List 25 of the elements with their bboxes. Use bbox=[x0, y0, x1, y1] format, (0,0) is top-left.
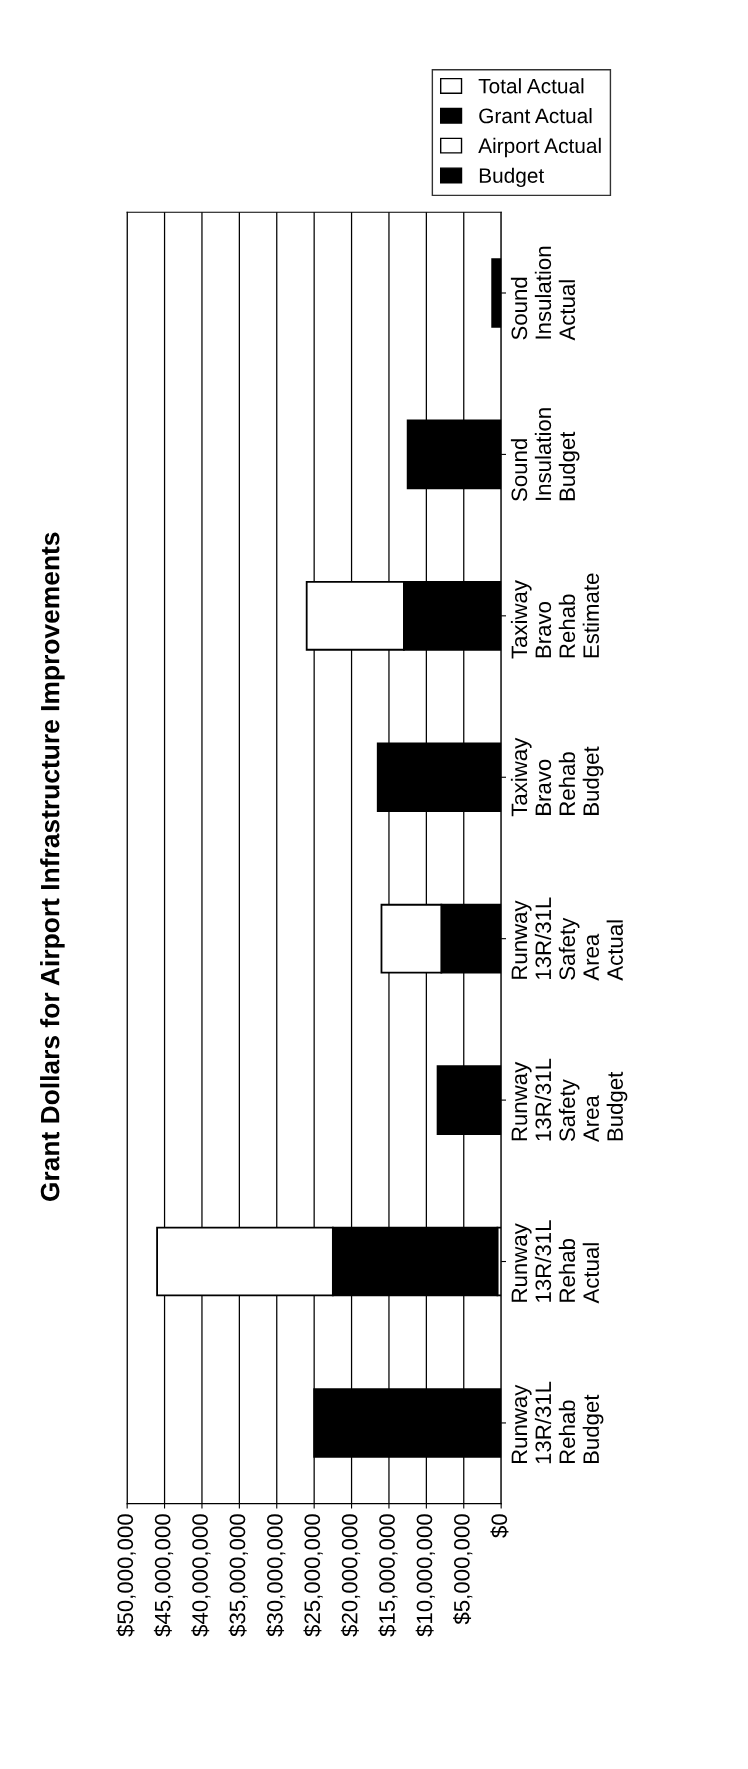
x-tick-label: $20,000,000 bbox=[340, 1514, 361, 1637]
x-tick-label: $25,000,000 bbox=[303, 1514, 323, 1637]
x-tick-label: $30,000,000 bbox=[266, 1514, 286, 1637]
x-tick-label: $45,000,000 bbox=[153, 1514, 174, 1637]
legend-label: Grant Actual bbox=[479, 107, 592, 124]
x-tick-label: $35,000,000 bbox=[228, 1514, 248, 1637]
x-tick-label: $40,000,000 bbox=[191, 1514, 211, 1637]
legend-label: Total Actual bbox=[478, 78, 584, 94]
legend-label: Airport Actual bbox=[478, 137, 601, 158]
x-tick-label: $50,000,000 bbox=[116, 1514, 136, 1637]
y-tick-label: Taxiway Bravo Rehab Budget bbox=[510, 737, 604, 817]
x-tick-label: $15,000,000 bbox=[378, 1514, 398, 1637]
y-tick-label: Sound Insulation Budget bbox=[510, 408, 580, 501]
y-tick-label: Taxiway Bravo Rehab Estimate bbox=[510, 573, 600, 659]
y-tick-label: Runway 13R/31L Rehab Budget bbox=[511, 1381, 604, 1464]
x-tick-label: $10,000,000 bbox=[415, 1514, 435, 1637]
legend-label: Budget bbox=[479, 167, 545, 188]
bar bbox=[491, 258, 502, 328]
y-tick-label: Runway 13R/31L Safety Area Budget bbox=[511, 1058, 628, 1143]
y-tick-label: Sound Insulation Actual bbox=[510, 246, 576, 341]
y-tick-label: Runway 13R/31L Rehab Actual bbox=[511, 1220, 600, 1304]
x-tick-label: $5,000,000 bbox=[453, 1514, 473, 1625]
x-tick-label: $0 bbox=[490, 1514, 509, 1538]
y-tick-label: Runway 13R/31L Safety Area Actual bbox=[511, 897, 623, 981]
text: Grant Dollars for Airport Infrastructure Improvements bbox=[40, 532, 65, 1201]
